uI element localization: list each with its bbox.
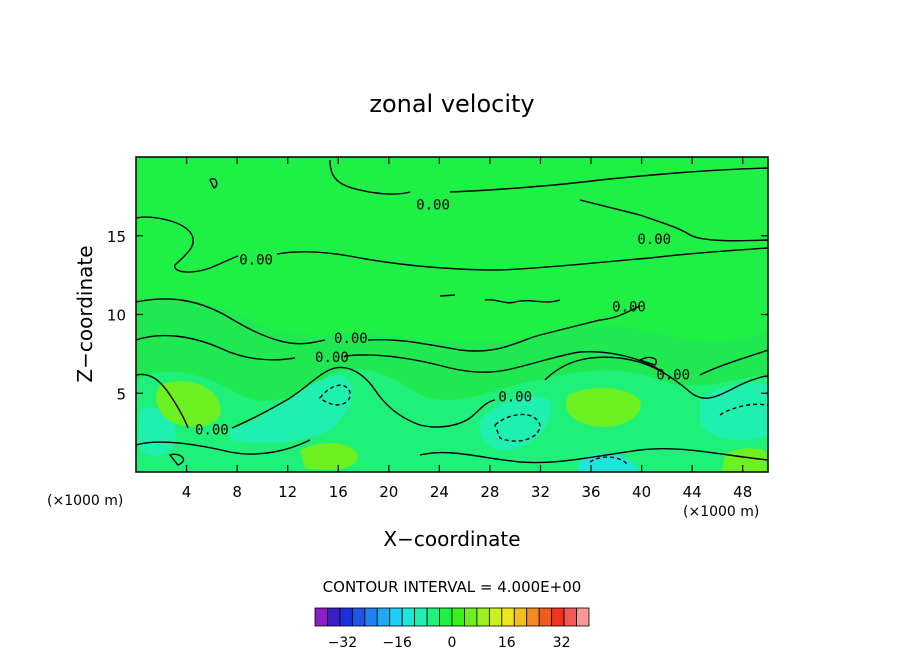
contour-label: 0.00 [195,422,229,438]
contour-label: 0.00 [612,300,646,316]
colorbar-tick-label: 32 [553,635,571,651]
y-tick-label: 5 [116,385,126,403]
x-tick-label: 40 [632,483,651,501]
contour-line-top [329,159,768,195]
cyan-blob-mid [230,375,353,443]
colorbar-swatch [451,607,465,627]
plot-area [135,156,769,473]
x-tick-label: 20 [379,483,398,501]
colorbar-swatch [576,607,590,627]
x-axis-label: X−coordinate [383,527,520,551]
contour-line-mid-left [136,298,641,352]
colorbar-tick-labels: −32 −16 0 16 32 [328,635,571,651]
y-tick-label: 10 [107,307,126,325]
x-tick-label: 4 [182,483,192,501]
colorbar-tick-label: 16 [498,635,516,651]
colorbar-swatch [488,607,503,627]
colorbar-swatch [513,607,528,627]
contour-label: 0.00 [637,232,671,248]
x-tick-label: 12 [278,483,297,501]
cyan-blob-bottom [578,453,640,472]
colorbar-swatch [551,607,565,627]
colorbar [314,607,590,627]
colorbar-swatch [526,607,540,627]
x-axis: 4 8 12 16 20 24 28 32 36 40 44 48 [182,157,752,501]
x-tick-label: 48 [733,483,752,501]
contour-lines [136,159,768,466]
colorbar-tick-label: 0 [448,635,457,651]
colorbar-swatch [538,607,553,627]
contour-line-lower [136,366,496,429]
colorbar-swatch [464,607,478,627]
colorbar-swatch [389,607,403,627]
contour-label: 0.00 [498,389,532,405]
colorbar-tick-label: −32 [328,635,358,651]
lime-blob-center [300,443,359,470]
colorbar-swatch [563,607,577,627]
colorbar-swatch [314,607,328,627]
contour-line-dashed-right [589,403,768,466]
colorbar-swatch [401,607,416,627]
x-tick-label: 32 [531,483,550,501]
x-tick-label: 8 [232,483,242,501]
colorbar-swatch [439,607,453,627]
y-axis-label: Z−coordinate [73,245,97,382]
y-axis: 5 10 15 [107,228,768,403]
colorbar-swatch [414,607,428,627]
lime-blob-left [156,381,221,427]
contour-line-dashed-mid [494,413,541,442]
colorbar-swatch [339,607,353,627]
contour-line-upper [136,216,768,273]
contour-line-right [579,199,768,376]
contour-label: 0.00 [315,350,349,366]
colorbar-swatch [376,607,391,627]
cyan-blob-right [700,383,768,441]
contour-interval-text: CONTOUR INTERVAL = 4.000E+00 [323,578,582,596]
lime-blob-bottom-right [722,448,768,472]
colorbar-swatch [364,607,378,627]
y-tick-label: 15 [107,228,126,246]
x-unit-right: (×1000 m) [683,504,759,520]
x-unit-left: (×1000 m) [47,493,123,509]
colorbar-swatch [476,607,490,627]
contour-line-dashed-left [319,384,351,406]
colorbar-tick-label: −16 [382,635,412,651]
contour-line-mid [136,334,661,373]
x-tick-label: 24 [430,483,449,501]
lime-blob-right [565,388,641,428]
colorbar-swatch [426,607,440,627]
x-tick-label: 36 [581,483,600,501]
x-tick-label: 16 [329,483,348,501]
contour-label: 0.00 [416,197,450,213]
contour-label: 0.00 [334,331,368,347]
x-tick-label: 28 [480,483,499,501]
colorbar-swatch [351,607,366,627]
colorbar-swatch [327,607,341,627]
chart-title: zonal velocity [369,90,534,118]
contour-line-small-features [168,178,657,466]
x-tick-label: 44 [683,483,702,501]
contour-line-bottom [136,439,768,464]
cyan-blob-left [138,407,176,456]
contour-label: 0.00 [656,367,690,383]
contour-labels: 0.00 0.00 0.00 0.00 0.00 0.00 0.00 0.00 0.00 [195,197,690,438]
contour-line-lower-right [544,356,768,399]
contour-label: 0.00 [239,252,273,268]
colorbar-swatch [501,607,515,627]
